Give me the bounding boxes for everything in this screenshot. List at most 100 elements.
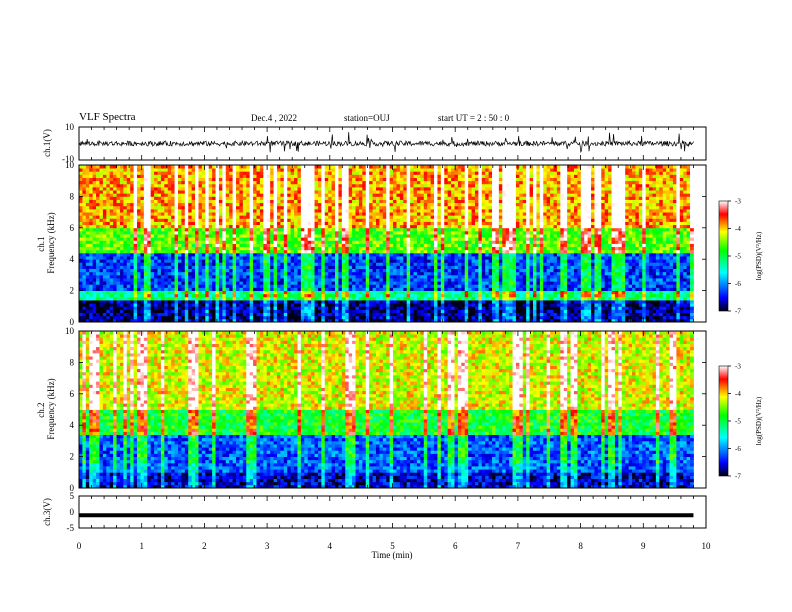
spectrogram-cell <box>321 165 326 169</box>
spectrogram-cell <box>126 234 131 238</box>
spectrogram-cell <box>352 183 356 188</box>
spectrogram-cell <box>102 296 107 301</box>
spectrogram-cell <box>96 265 100 270</box>
spectrogram-cell <box>198 268 203 273</box>
spectrogram-cell <box>188 262 193 266</box>
spectrogram-cell <box>396 180 401 185</box>
spectrogram-cell <box>348 306 353 310</box>
spectrogram-cell <box>205 293 210 298</box>
spectrogram-cell <box>246 287 251 291</box>
spectrogram-cell <box>174 306 179 310</box>
spectrogram-cell <box>89 300 94 304</box>
spectrogram-cell <box>85 224 90 229</box>
spectrogram-cell <box>201 296 206 301</box>
spectrogram-cell <box>191 218 196 222</box>
spectrogram-cell <box>311 215 315 219</box>
spectrogram-cell <box>273 165 278 169</box>
spectrogram-cell <box>222 293 227 298</box>
spectrogram-cell <box>362 303 367 307</box>
spectrogram-cell <box>311 274 315 279</box>
spectrogram-cell <box>113 315 117 320</box>
spectrogram-cell <box>130 227 135 232</box>
spectrogram-cell <box>79 202 83 207</box>
spectrogram-cell <box>167 256 172 260</box>
spectrogram-cell <box>379 243 384 248</box>
spectrogram-cell <box>85 177 90 182</box>
spectrogram-cell <box>242 196 247 200</box>
spectrogram-cell <box>314 274 319 279</box>
spectrogram-cell <box>345 281 350 285</box>
spectrogram-cell <box>184 300 189 304</box>
spectrogram-cell <box>109 287 114 291</box>
spectrogram-cell <box>181 296 186 301</box>
spectrogram-cell <box>119 177 124 182</box>
spectrogram-cell <box>362 290 367 295</box>
spectrogram-cell <box>345 180 350 185</box>
spectrogram-cell <box>403 312 408 317</box>
spectrogram-cell <box>178 234 182 238</box>
spectrogram-cell <box>403 300 408 304</box>
spectrogram-cell <box>297 208 302 213</box>
spectrogram-cell <box>99 183 104 188</box>
spectrogram-cell <box>290 199 295 204</box>
spectrogram-cell <box>393 312 397 317</box>
spectrogram-cell <box>290 262 295 266</box>
spectrogram-cell <box>184 318 189 323</box>
spectrogram-cell <box>89 312 94 317</box>
spectrogram-cell <box>167 265 172 270</box>
spectrogram-cell <box>130 224 135 229</box>
spectrogram-cell <box>375 196 380 200</box>
spectrogram-cell <box>266 177 271 182</box>
spectrogram-cell <box>304 268 309 273</box>
spectrogram-cell <box>406 221 411 226</box>
spectrogram-cell <box>324 234 329 238</box>
spectrogram-cell <box>205 278 210 282</box>
spectrogram-cell <box>222 303 227 307</box>
spectrogram-cell <box>335 252 339 257</box>
spectrogram-cell <box>178 252 182 257</box>
spectrogram-cell <box>171 180 175 185</box>
spectrogram-cell <box>116 300 121 304</box>
spectrogram-cell <box>232 256 237 260</box>
spectrogram-cell <box>253 274 257 279</box>
spectrogram-cell <box>375 268 380 273</box>
spectrogram-cell <box>297 234 302 238</box>
spectrogram-cell <box>386 193 391 197</box>
spectrogram-cell <box>160 171 165 175</box>
spectrogram-cell <box>375 240 380 244</box>
spectrogram-cell <box>375 265 380 270</box>
spectrogram-cell <box>276 246 281 251</box>
spectrogram-cell <box>89 218 94 222</box>
spectrogram-cell <box>338 259 343 263</box>
spectrogram-cell <box>188 278 193 282</box>
spectrogram-cell <box>276 265 281 270</box>
spectrogram-cell <box>184 196 189 200</box>
spectrogram-cell <box>150 296 155 301</box>
spectrogram-cell <box>314 296 319 301</box>
spectrogram-cell <box>338 221 343 226</box>
spectrogram-cell <box>328 171 333 175</box>
spectrogram-cell <box>178 202 182 207</box>
spectrogram-cell <box>184 246 189 251</box>
spectrogram-cell <box>249 303 254 307</box>
spectrogram-cell <box>259 196 264 200</box>
spectrogram-cell <box>239 246 244 251</box>
spectrogram-cell <box>82 240 87 244</box>
spectrogram-cell <box>307 290 312 295</box>
spectrogram-cell <box>256 199 261 204</box>
spectrogram-cell <box>321 296 326 301</box>
spectrogram-cell <box>229 218 234 222</box>
spectrogram-cell <box>259 174 264 178</box>
spectrogram-cell <box>92 165 97 169</box>
spectrogram-cell <box>304 237 309 241</box>
spectrogram-cell <box>181 202 186 207</box>
spectrogram-cell <box>345 303 350 307</box>
spectrogram-cell <box>82 180 87 185</box>
spectrogram-cell <box>79 193 83 197</box>
spectrogram-cell <box>270 171 274 175</box>
spectrogram-cell <box>290 312 295 317</box>
spectrogram-cell <box>382 271 387 276</box>
spectrogram-cell <box>297 309 302 313</box>
spectrogram-cell <box>184 215 189 219</box>
spectrogram-cell <box>335 243 339 248</box>
